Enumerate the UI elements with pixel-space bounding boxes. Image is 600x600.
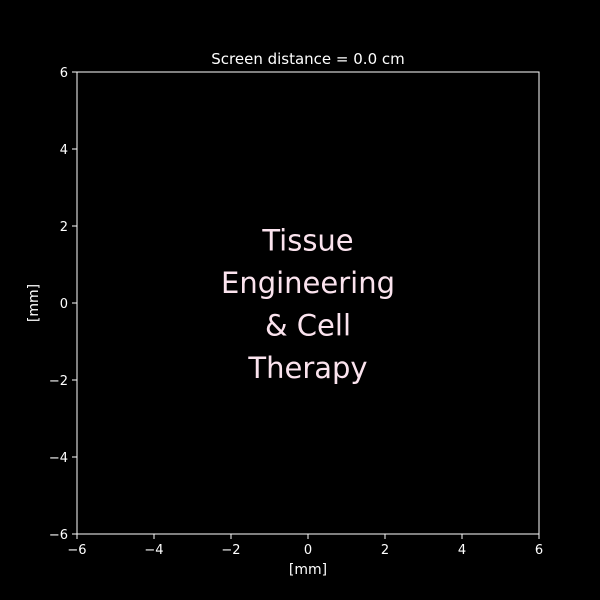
y-tick-label: −6: [49, 528, 68, 543]
y-axis-label: [mm]: [26, 284, 42, 322]
plot-area: [76, 71, 540, 535]
x-tick-label: 6: [535, 543, 543, 558]
x-axis-ticks: −6 −4 −2 0 2 4 6: [67, 534, 543, 558]
x-tick-label: −6: [67, 543, 86, 558]
x-axis-label: [mm]: [289, 562, 327, 578]
x-tick-label: 2: [381, 543, 389, 558]
chart-title: Screen distance = 0.0 cm: [211, 50, 404, 68]
y-tick-label: 2: [60, 220, 68, 235]
y-tick-label: 0: [60, 297, 68, 312]
x-tick-label: 4: [458, 543, 466, 558]
image-text-line: Therapy: [247, 351, 367, 385]
y-tick-label: −4: [49, 451, 68, 466]
x-tick-label: −2: [221, 543, 240, 558]
y-tick-label: −2: [49, 374, 68, 389]
y-tick-label: 4: [60, 143, 68, 158]
x-tick-label: −4: [144, 543, 163, 558]
y-axis-ticks: −6 −4 −2 0 2 4 6: [49, 66, 77, 543]
image-text: Tissue Engineering & Cell Therapy: [221, 223, 395, 385]
x-tick-label: 0: [304, 543, 312, 558]
image-text-line: Engineering: [221, 266, 395, 300]
image-text-line: Tissue: [261, 223, 353, 257]
y-tick-label: 6: [60, 66, 68, 81]
image-text-line: & Cell: [265, 308, 351, 342]
